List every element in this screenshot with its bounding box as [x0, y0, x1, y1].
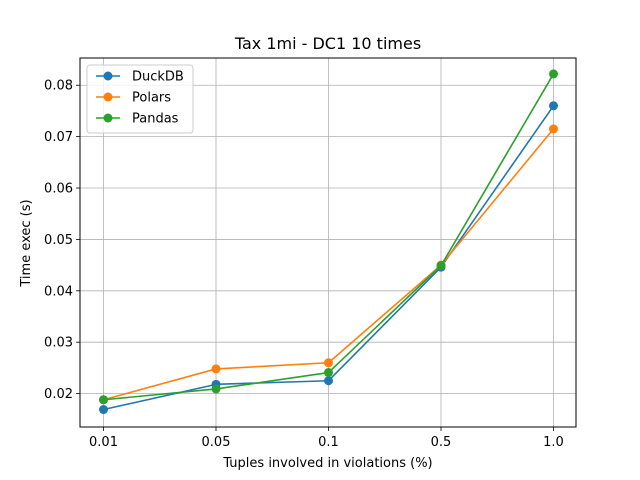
x-tick-label: 0.05	[202, 435, 231, 450]
legend-marker-pandas	[103, 113, 113, 123]
legend-marker-duckdb	[103, 71, 113, 81]
y-tick-label: 0.05	[44, 233, 73, 248]
data-point-polars	[549, 124, 558, 134]
x-tick-label: 1.0	[543, 435, 564, 450]
y-tick-label: 0.04	[44, 284, 73, 299]
legend-label-duckdb: DuckDB	[132, 70, 184, 85]
x-tick-label: 0.5	[431, 435, 452, 450]
legend-label-polars: Polars	[132, 91, 171, 106]
legend-entry-pandas: Pandas	[96, 112, 179, 127]
data-point-duckdb	[99, 405, 108, 415]
legend-entry-polars: Polars	[96, 91, 171, 106]
plot-frame	[79, 57, 577, 428]
x-tick-label: 0.1	[318, 435, 339, 450]
data-point-pandas	[324, 368, 333, 378]
y-tick-label: 0.02	[44, 387, 73, 402]
legend-box	[86, 64, 194, 134]
data-point-duckdb	[324, 376, 333, 386]
series-layer	[99, 69, 558, 415]
x-axis-label: Tuples involved in violations (%)	[222, 456, 432, 471]
axes: 0.01 0.05 0.1 0.5 1.0 0.02 0.03 0.04 0.05 0.06 0.0…	[44, 79, 564, 450]
data-point-pandas	[99, 395, 108, 405]
legend-label-pandas: Pandas	[132, 112, 179, 127]
data-point-polars	[324, 358, 333, 368]
data-point-duckdb	[549, 101, 558, 111]
y-tick-label: 0.06	[44, 182, 73, 197]
grid-lines	[80, 58, 576, 427]
chart-title: Tax 1mi - DC1 10 times	[234, 34, 421, 53]
data-point-pandas	[549, 69, 558, 79]
x-tick-label: 0.01	[89, 435, 118, 450]
data-point-pandas	[436, 261, 446, 271]
data-point-pandas	[211, 384, 221, 394]
legend-marker-polars	[103, 92, 113, 102]
series-pandas	[99, 69, 558, 405]
legend: DuckDB Polars Pandas	[86, 64, 194, 134]
y-tick-label: 0.08	[44, 79, 73, 94]
y-tick-label: 0.03	[44, 336, 73, 351]
y-tick-label: 0.07	[44, 130, 73, 145]
legend-entry-duckdb: DuckDB	[96, 70, 184, 85]
data-point-polars	[211, 364, 221, 374]
y-axis-label: Time exec (s)	[19, 199, 34, 287]
